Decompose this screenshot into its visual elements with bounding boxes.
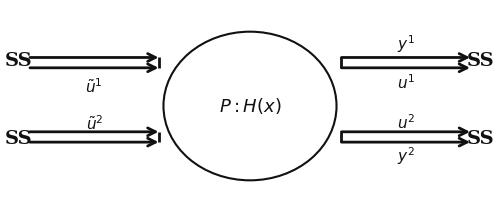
Text: SS: SS <box>467 130 495 148</box>
Text: SS: SS <box>5 52 33 70</box>
Text: $u^2$: $u^2$ <box>396 113 415 132</box>
Text: $u^1$: $u^1$ <box>396 73 415 92</box>
Text: $\tilde{u}^2$: $\tilde{u}^2$ <box>86 114 103 133</box>
Text: $y^1$: $y^1$ <box>397 33 414 55</box>
Text: $\tilde{u}^1$: $\tilde{u}^1$ <box>86 77 103 96</box>
Text: $P: H(x)$: $P: H(x)$ <box>218 96 282 116</box>
Text: $y^2$: $y^2$ <box>397 146 414 167</box>
Text: SS: SS <box>467 52 495 70</box>
Text: SS: SS <box>5 130 33 148</box>
